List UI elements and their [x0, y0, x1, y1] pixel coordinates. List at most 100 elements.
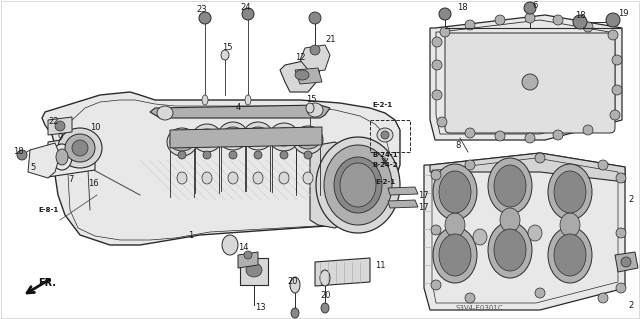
Ellipse shape	[272, 128, 296, 146]
Text: 21: 21	[325, 35, 335, 44]
Ellipse shape	[334, 157, 382, 213]
Text: 5: 5	[30, 164, 35, 173]
Polygon shape	[388, 187, 418, 195]
Ellipse shape	[221, 50, 229, 60]
Text: 13: 13	[255, 303, 266, 313]
Ellipse shape	[321, 303, 329, 313]
Polygon shape	[430, 153, 625, 182]
Text: 18: 18	[457, 4, 468, 12]
Ellipse shape	[553, 15, 563, 25]
Ellipse shape	[465, 293, 475, 303]
Ellipse shape	[242, 8, 254, 20]
Ellipse shape	[157, 106, 173, 120]
Ellipse shape	[431, 280, 441, 290]
Ellipse shape	[202, 95, 208, 105]
Polygon shape	[424, 153, 625, 310]
Ellipse shape	[243, 122, 273, 150]
Ellipse shape	[203, 151, 211, 159]
Ellipse shape	[279, 172, 289, 184]
Ellipse shape	[439, 234, 471, 276]
Ellipse shape	[202, 172, 212, 184]
Ellipse shape	[290, 277, 300, 293]
Text: S3V4-E0301C: S3V4-E0301C	[455, 305, 502, 311]
Ellipse shape	[306, 103, 314, 113]
Text: B-24-2: B-24-2	[372, 162, 397, 168]
Text: 3: 3	[638, 258, 640, 268]
Ellipse shape	[55, 121, 65, 131]
Ellipse shape	[309, 12, 321, 24]
Ellipse shape	[254, 151, 262, 159]
Polygon shape	[28, 143, 60, 178]
Ellipse shape	[56, 149, 68, 165]
Text: 9: 9	[58, 132, 63, 142]
Ellipse shape	[553, 130, 563, 140]
Ellipse shape	[307, 103, 323, 117]
Polygon shape	[240, 258, 268, 285]
Ellipse shape	[494, 229, 526, 271]
Ellipse shape	[303, 172, 313, 184]
Ellipse shape	[610, 110, 620, 120]
Text: 19: 19	[618, 10, 628, 19]
Ellipse shape	[340, 163, 376, 207]
Ellipse shape	[253, 172, 263, 184]
Polygon shape	[48, 117, 72, 135]
Ellipse shape	[598, 293, 608, 303]
Ellipse shape	[495, 131, 505, 141]
Ellipse shape	[293, 126, 323, 154]
Ellipse shape	[554, 234, 586, 276]
Ellipse shape	[244, 251, 252, 259]
Ellipse shape	[525, 133, 535, 143]
Ellipse shape	[439, 171, 471, 213]
Text: FR.: FR.	[38, 278, 56, 288]
Ellipse shape	[598, 160, 608, 170]
Ellipse shape	[433, 164, 477, 220]
Ellipse shape	[58, 128, 102, 168]
Ellipse shape	[432, 90, 442, 100]
Ellipse shape	[433, 227, 477, 283]
Text: 22: 22	[48, 117, 58, 127]
Text: 20: 20	[287, 278, 298, 286]
Polygon shape	[615, 252, 638, 272]
Ellipse shape	[246, 263, 262, 277]
Text: 1: 1	[188, 231, 193, 240]
Ellipse shape	[525, 13, 535, 23]
Ellipse shape	[465, 160, 475, 170]
Ellipse shape	[548, 227, 592, 283]
Ellipse shape	[583, 125, 593, 135]
Ellipse shape	[522, 74, 538, 90]
Ellipse shape	[316, 137, 400, 233]
Text: 8: 8	[455, 140, 460, 150]
Ellipse shape	[177, 172, 187, 184]
Ellipse shape	[473, 229, 487, 245]
Ellipse shape	[621, 257, 631, 267]
Text: B-24-1: B-24-1	[372, 152, 397, 158]
Text: 23: 23	[196, 5, 207, 14]
Ellipse shape	[221, 127, 245, 145]
Ellipse shape	[440, 27, 450, 37]
Ellipse shape	[437, 117, 447, 127]
Text: 15: 15	[306, 95, 317, 105]
Text: E-8-1: E-8-1	[38, 207, 58, 213]
Ellipse shape	[269, 123, 299, 151]
Ellipse shape	[616, 283, 626, 293]
Ellipse shape	[195, 129, 219, 147]
Text: 17: 17	[418, 204, 429, 212]
Text: 11: 11	[375, 261, 385, 270]
Polygon shape	[42, 92, 400, 245]
Ellipse shape	[432, 37, 442, 47]
Text: 15: 15	[222, 43, 232, 53]
Ellipse shape	[548, 164, 592, 220]
Bar	[370, 120, 410, 152]
Ellipse shape	[488, 222, 532, 278]
Ellipse shape	[167, 128, 197, 156]
Ellipse shape	[296, 131, 320, 149]
Ellipse shape	[560, 213, 580, 237]
Ellipse shape	[431, 225, 441, 235]
Ellipse shape	[494, 165, 526, 207]
Ellipse shape	[304, 151, 312, 159]
Polygon shape	[295, 68, 322, 84]
Ellipse shape	[218, 122, 248, 150]
Ellipse shape	[445, 213, 465, 237]
Text: E-2-1: E-2-1	[375, 179, 395, 185]
Ellipse shape	[17, 150, 27, 160]
